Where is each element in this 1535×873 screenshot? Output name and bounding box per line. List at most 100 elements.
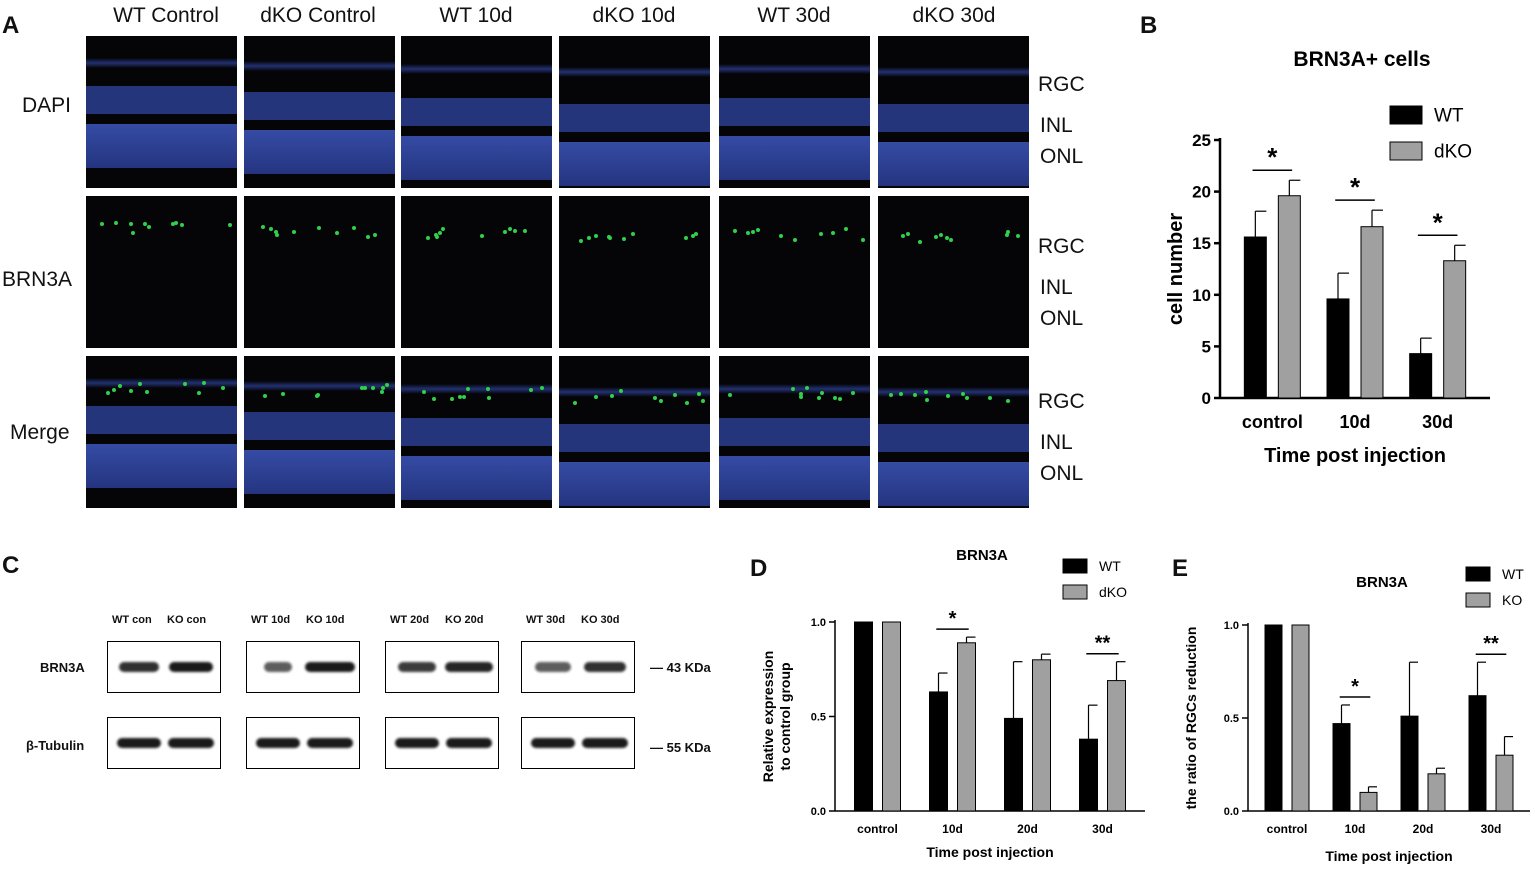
lane-label: WT 10d: [251, 614, 291, 626]
bar: [957, 642, 976, 812]
panel-letter-b: B: [1140, 12, 1158, 39]
layer-label: INL: [1040, 431, 1073, 454]
bar: [1360, 226, 1384, 399]
chart-title: BRN3A+ cells: [1293, 48, 1430, 71]
x-axis-label: Time post injection: [1264, 445, 1446, 467]
micrograph: [86, 196, 237, 348]
y-tick-label: 0.5: [1224, 713, 1239, 725]
protein-band: [398, 662, 436, 672]
lane-label: KO con: [167, 614, 207, 626]
protein-band: [117, 738, 161, 748]
y-tick-label: 5: [1202, 337, 1211, 356]
bar: [1332, 723, 1351, 812]
y-tick-label: 0: [1202, 389, 1211, 408]
y-tick-label: 0.0: [811, 806, 826, 818]
protein-band: [445, 662, 493, 672]
bar: [1443, 260, 1467, 399]
blot-row-label: β-Tubulin: [26, 738, 85, 753]
micrograph: [878, 36, 1029, 188]
bar: [1243, 236, 1267, 399]
legend-swatch: [1389, 141, 1423, 161]
protein-band: [256, 738, 300, 748]
micrograph: [401, 196, 552, 348]
protein-band: [446, 738, 492, 748]
layer-label: INL: [1040, 114, 1073, 137]
brn3a-blot: [107, 641, 221, 693]
y-axis-label: to control group: [777, 662, 793, 770]
y-tick-label: 0.5: [811, 711, 826, 723]
lane-label: KO 20d: [445, 614, 484, 626]
tubulin-blot: [246, 717, 360, 769]
bar: [1427, 773, 1446, 812]
micrograph: [719, 196, 870, 348]
y-axis-label: Relative expression: [760, 651, 776, 783]
protein-band: [395, 738, 439, 748]
micrograph: [244, 36, 395, 188]
lane-label: WT 20d: [390, 614, 430, 626]
chart-d: BRN3A 0.0 0.5 1.0 control 10d * 20d 30d ** Time po…: [760, 547, 1145, 860]
lane-label: KO 10d: [306, 614, 345, 626]
row-header-dapi: DAPI: [22, 94, 72, 117]
micrograph: [559, 356, 710, 508]
x-tick-label: control: [857, 822, 898, 836]
x-tick-label: 10d: [1339, 412, 1370, 432]
bar: [929, 691, 948, 812]
legend-label: dKO: [1434, 142, 1472, 163]
protein-band: [169, 662, 213, 672]
micrograph: [878, 356, 1029, 508]
chart-title: BRN3A: [1356, 574, 1408, 591]
legend-swatch: [1389, 105, 1423, 125]
bar: [1359, 791, 1378, 812]
kda-label: — 55 KDa: [650, 740, 711, 755]
y-tick-label: 20: [1192, 183, 1211, 202]
x-tick-label: 30d: [1092, 822, 1113, 836]
x-tick-label: 20d: [1413, 822, 1434, 836]
protein-band: [168, 738, 214, 748]
lane-label: KO 30d: [581, 614, 620, 626]
row-header-merge: Merge: [10, 421, 70, 444]
micrograph: [86, 36, 237, 188]
col-header: WT Control: [113, 4, 219, 27]
significance-marker: *: [1350, 172, 1361, 202]
significance-marker: **: [1483, 633, 1499, 655]
col-header: dKO Control: [260, 4, 376, 27]
micrograph: [719, 356, 870, 508]
x-axis-label: Time post injection: [926, 844, 1053, 860]
y-tick-label: 10: [1192, 286, 1211, 305]
bar: [882, 621, 901, 812]
layer-label: RGC: [1038, 390, 1085, 413]
chart-b: BRN3A+ cells 0 5 10 15 20 25 control * 10d * 30d * Ti…: [1165, 48, 1490, 467]
blot-row-label: BRN3A: [40, 660, 85, 675]
significance-marker: *: [949, 608, 957, 630]
brn3a-blot: [246, 641, 360, 693]
panel-letter-a: A: [2, 12, 20, 39]
micrograph: [878, 196, 1029, 348]
x-tick-label: 10d: [1345, 822, 1366, 836]
bar: [1468, 695, 1487, 812]
protein-band: [305, 662, 355, 672]
bar: [1277, 195, 1301, 399]
panel-letter-c: C: [2, 552, 20, 579]
layer-label: ONL: [1040, 462, 1084, 485]
protein-band: [264, 662, 292, 672]
significance-marker: *: [1351, 676, 1359, 698]
x-tick-label: control: [1242, 412, 1303, 432]
bar: [1264, 624, 1283, 812]
bar: [1107, 680, 1126, 812]
legend-label: dKO: [1099, 584, 1127, 600]
panel-letter-e: E: [1172, 555, 1189, 582]
legend-label: WT: [1502, 566, 1524, 582]
y-tick-label: 15: [1192, 234, 1211, 253]
protein-band: [531, 738, 575, 748]
panel-letter-d: D: [750, 555, 768, 582]
micrograph: [86, 356, 237, 508]
tubulin-blot: [385, 717, 499, 769]
micrograph: [401, 356, 552, 508]
x-tick-label: 30d: [1481, 822, 1502, 836]
tubulin-blot: [107, 717, 221, 769]
bar: [1291, 624, 1310, 812]
x-tick-label: 20d: [1017, 822, 1038, 836]
micrograph: [559, 196, 710, 348]
y-axis-label: cell number: [1165, 213, 1187, 325]
brn3a-blot: [521, 641, 635, 693]
